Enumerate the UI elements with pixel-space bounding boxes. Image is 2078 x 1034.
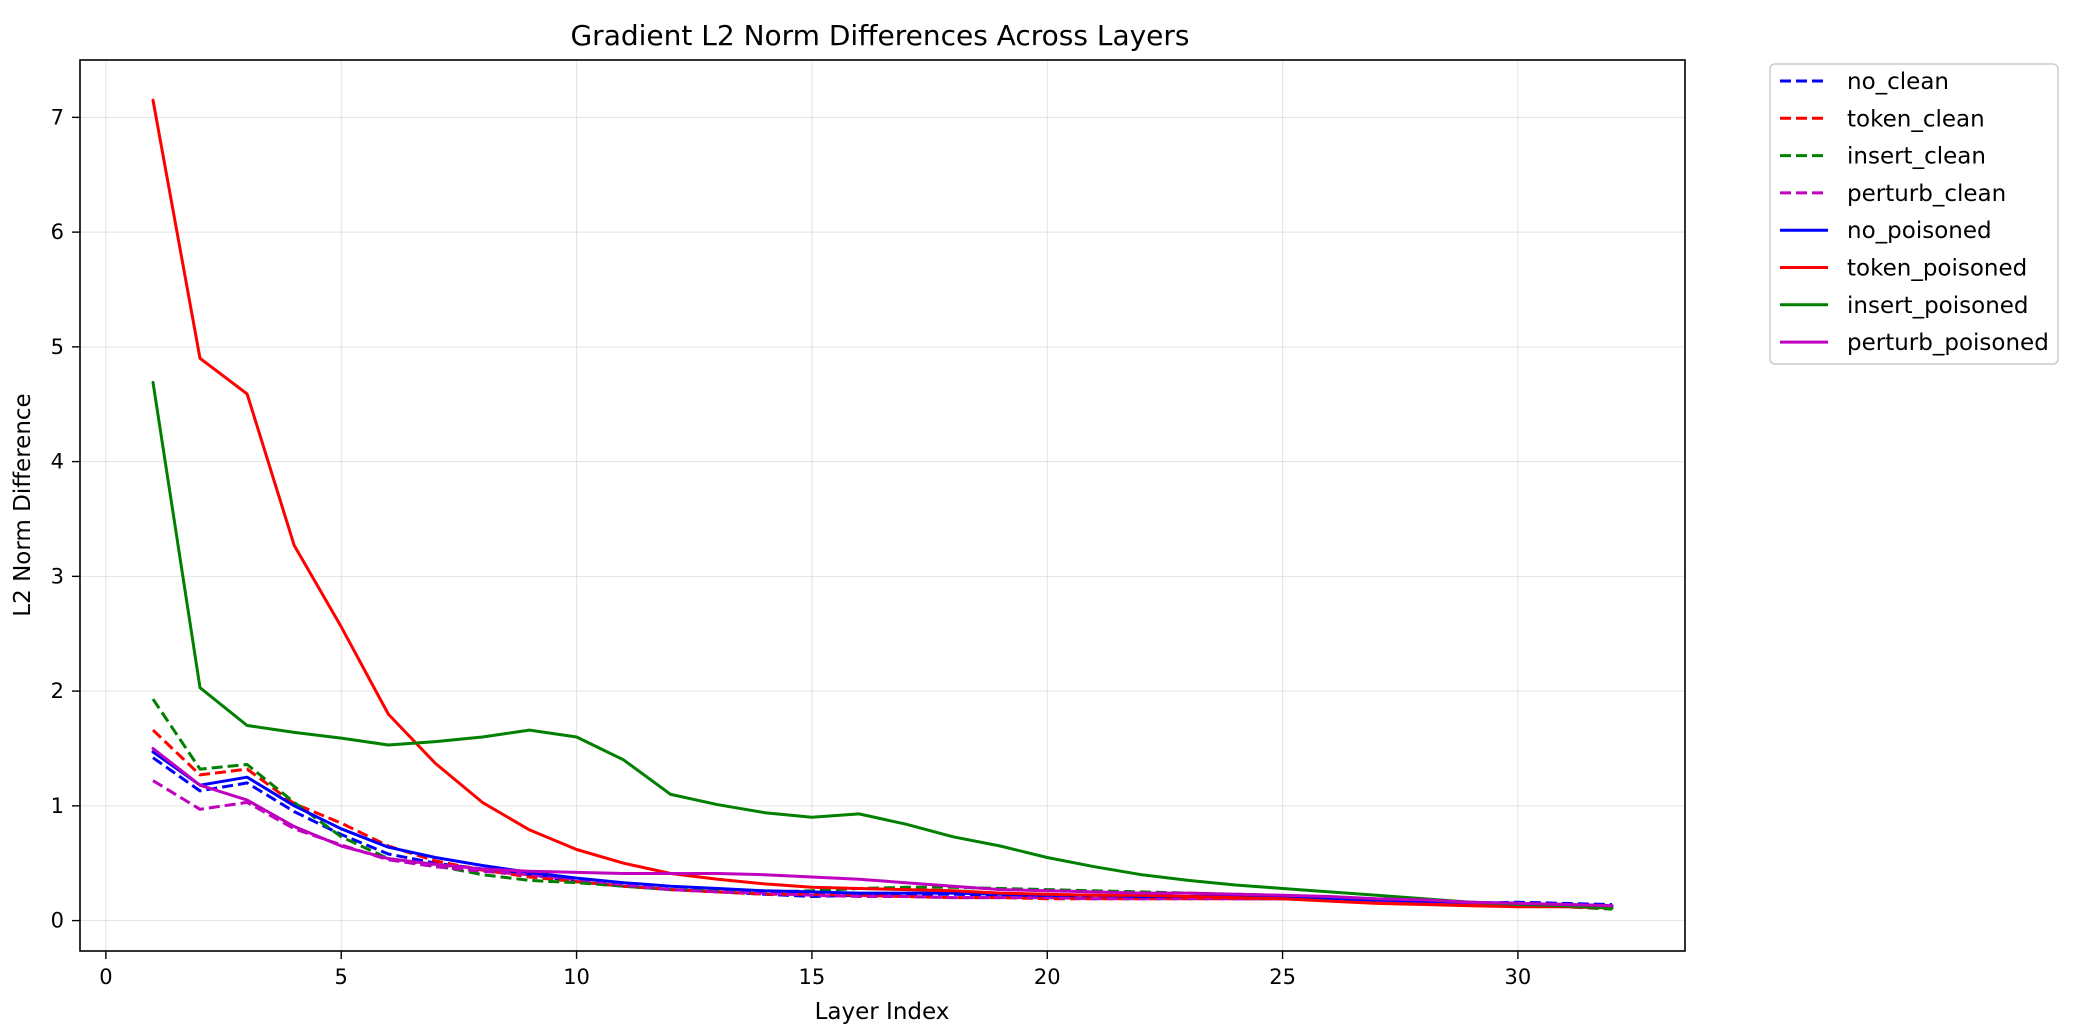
legend-label-token-clean: token_clean: [1847, 106, 1985, 132]
legend-label-no-poisoned: no_poisoned: [1847, 218, 1992, 244]
x-tick-label: 30: [1505, 965, 1532, 989]
legend: no_clean token_clean insert_clean perturb_c…: [1769, 63, 2059, 365]
chart-title: Gradient L2 Norm Differences Across Laye…: [570, 19, 1189, 52]
y-tick-label: 1: [51, 794, 64, 818]
x-tick-label: 5: [335, 965, 348, 989]
series-line-insert-poisoned: [151, 380, 1614, 910]
series-line-perturb-poisoned: [151, 747, 1614, 908]
x-tick-label: 15: [799, 965, 826, 989]
x-tick-label: 0: [99, 965, 112, 989]
y-axis-label: L2 Norm Difference: [10, 393, 36, 616]
axis-ticks: 0 5 10 15 20 25 30 0 1 2 3 4 5 6 7: [51, 105, 1532, 989]
y-tick-label: 5: [51, 335, 64, 359]
legend-label-insert-clean: insert_clean: [1847, 144, 1986, 170]
legend-items: no_clean token_clean insert_clean perturb_c…: [1780, 69, 2049, 356]
y-tick-label: 7: [51, 105, 64, 129]
y-tick-label: 0: [51, 909, 64, 933]
legend-label-no-clean: no_clean: [1847, 69, 1949, 95]
legend-label-perturb-clean: perturb_clean: [1847, 181, 2006, 207]
y-tick-label: 2: [51, 679, 64, 703]
x-tick-label: 25: [1269, 965, 1296, 989]
x-tick-label: 10: [563, 965, 590, 989]
y-tick-label: 3: [51, 564, 64, 588]
grid: [80, 60, 1685, 951]
legend-label-token-poisoned: token_poisoned: [1847, 256, 2027, 282]
plot-frame: [79, 59, 1686, 952]
legend-box: [1769, 63, 2059, 365]
y-tick-label: 4: [51, 450, 64, 474]
x-tick-label: 20: [1034, 965, 1061, 989]
x-axis-label: Layer Index: [815, 999, 950, 1025]
series-line-token-poisoned: [151, 98, 1614, 910]
legend-label-insert-poisoned: insert_poisoned: [1847, 293, 2029, 319]
y-tick-label: 6: [51, 220, 64, 244]
series-lines: [151, 98, 1614, 911]
legend-label-perturb-poisoned: perturb_poisoned: [1847, 330, 2049, 356]
